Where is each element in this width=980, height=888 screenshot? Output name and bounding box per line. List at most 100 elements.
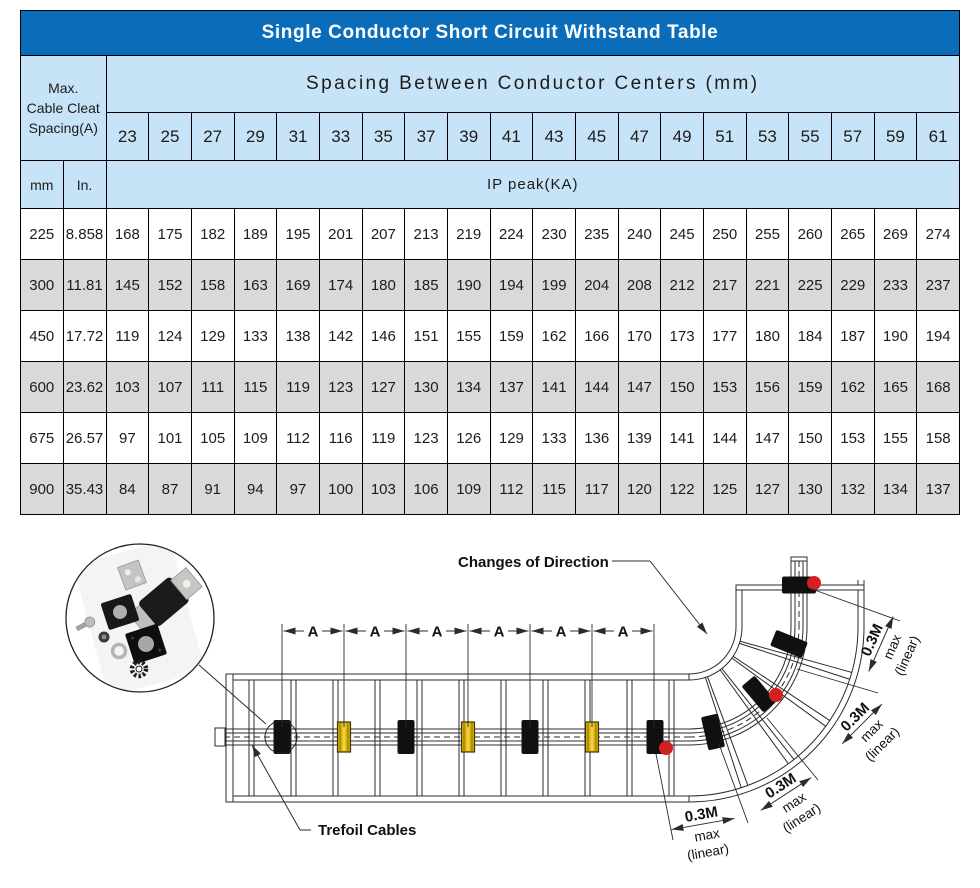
value-cell: 180 bbox=[361, 259, 406, 311]
spacing-header-cell: Spacing Between Conductor Centers (mm) bbox=[105, 55, 960, 113]
washer bbox=[110, 642, 128, 660]
value-cell: 165 bbox=[873, 361, 918, 413]
value-cell: 150 bbox=[788, 412, 832, 464]
dim-a-label: A bbox=[618, 624, 629, 641]
value-cell: 151 bbox=[404, 310, 448, 362]
value-cell: 221 bbox=[745, 259, 790, 311]
value-cell: 189 bbox=[233, 208, 278, 260]
value-cell: 111 bbox=[190, 361, 235, 413]
table-row: 225 8.858 168 175 182 189 195 201 207 213 219 224 23… bbox=[20, 208, 960, 260]
table-row: 600 23.62 103 107 111 115 119 123 127 130 134 137 14… bbox=[20, 361, 960, 413]
value-cell: 158 bbox=[190, 259, 235, 311]
dim-0-3m-linear: (linear) bbox=[686, 841, 730, 863]
col-header-cell: 31 bbox=[276, 112, 320, 161]
col-header-cell: 29 bbox=[233, 112, 278, 161]
extension-line bbox=[808, 587, 901, 622]
dim-a-label: A bbox=[308, 624, 319, 641]
value-cell: 255 bbox=[745, 208, 790, 260]
star-washer bbox=[129, 659, 149, 679]
value-cell: 274 bbox=[916, 208, 960, 260]
value-cell: 156 bbox=[745, 361, 790, 413]
value-cell: 103 bbox=[361, 463, 406, 515]
red-marker-dot bbox=[807, 576, 821, 590]
table-row: 900 35.43 84 87 91 94 97 100 103 106 109 112 115 117 1… bbox=[20, 463, 960, 515]
value-cell: 175 bbox=[148, 208, 192, 260]
value-cell: 201 bbox=[318, 208, 363, 260]
tray-rung bbox=[704, 677, 742, 788]
value-cell: 204 bbox=[574, 259, 619, 311]
value-cell: 129 bbox=[190, 310, 235, 362]
trefoil-cables-label: Trefoil Cables bbox=[251, 744, 416, 839]
table-row: 675 26.57 97 101 105 109 112 116 119 123 126 129 133… bbox=[20, 412, 960, 464]
row-mm-cell: 675 bbox=[20, 412, 64, 464]
cable-cleat-yellow bbox=[336, 721, 352, 753]
cleat-block-small bbox=[100, 594, 140, 630]
value-cell: 115 bbox=[532, 463, 576, 515]
value-cell: 269 bbox=[873, 208, 918, 260]
value-cell: 174 bbox=[318, 259, 363, 311]
row-in-cell: 23.62 bbox=[62, 361, 107, 413]
value-cell: 120 bbox=[617, 463, 662, 515]
value-cell: 101 bbox=[148, 412, 192, 464]
value-cell: 158 bbox=[916, 412, 960, 464]
row-in-cell: 17.72 bbox=[62, 310, 107, 362]
value-cell: 116 bbox=[318, 412, 363, 464]
value-cell: 250 bbox=[702, 208, 747, 260]
value-cell: 130 bbox=[788, 463, 832, 515]
cable-end-bracket bbox=[214, 727, 226, 747]
value-cell: 213 bbox=[404, 208, 448, 260]
value-cell: 235 bbox=[574, 208, 619, 260]
value-cell: 132 bbox=[830, 463, 875, 515]
red-marker-dot bbox=[659, 741, 673, 755]
col-header-cell: 59 bbox=[873, 112, 918, 161]
col-header-cell: 33 bbox=[318, 112, 363, 161]
cable-cleat-yellow bbox=[460, 721, 476, 753]
value-cell: 153 bbox=[830, 412, 875, 464]
value-cell: 144 bbox=[574, 361, 619, 413]
value-cell: 137 bbox=[489, 361, 534, 413]
cable-cleat-black bbox=[742, 676, 776, 712]
tray-rung bbox=[416, 679, 423, 797]
value-cell: 87 bbox=[148, 463, 192, 515]
col-header-cell: 49 bbox=[660, 112, 704, 161]
value-cell: 136 bbox=[574, 412, 619, 464]
value-cell: 169 bbox=[276, 259, 320, 311]
row-mm-cell: 450 bbox=[20, 310, 64, 362]
value-cell: 144 bbox=[702, 412, 747, 464]
value-cell: 133 bbox=[532, 412, 576, 464]
installation-diagram: A A A A A A Changes of Direction Trefoil Cables… bbox=[65, 543, 922, 863]
col-header-cell: 57 bbox=[830, 112, 875, 161]
col-header-cell: 45 bbox=[574, 112, 619, 161]
value-cell: 112 bbox=[489, 463, 534, 515]
tray-rung bbox=[500, 679, 507, 797]
col-header-cell: 27 bbox=[190, 112, 235, 161]
trefoil-cables-leader bbox=[251, 744, 301, 831]
value-cell: 152 bbox=[148, 259, 192, 311]
tray-rung bbox=[542, 679, 549, 797]
col-header-cell: 37 bbox=[404, 112, 448, 161]
cable-cleat-yellow bbox=[584, 721, 600, 753]
value-cell: 138 bbox=[276, 310, 320, 362]
value-cell: 147 bbox=[745, 412, 790, 464]
tray-rung bbox=[721, 668, 795, 760]
tray-rung bbox=[707, 676, 749, 786]
value-cell: 208 bbox=[617, 259, 662, 311]
extension-line bbox=[718, 743, 749, 824]
spacing-header-row: Max. Cable Cleat Spacing(A) Spacing Betwe… bbox=[20, 55, 960, 161]
value-cell: 133 bbox=[233, 310, 278, 362]
cable-cleat-black bbox=[397, 720, 415, 754]
value-cell: 117 bbox=[574, 463, 619, 515]
table-title: Single Conductor Short Circuit Withstand… bbox=[20, 10, 960, 56]
col-header-cell: 61 bbox=[916, 112, 960, 161]
value-cell: 125 bbox=[702, 463, 747, 515]
value-cell: 184 bbox=[788, 310, 832, 362]
row-mm-cell: 300 bbox=[20, 259, 64, 311]
col-header-cell: 47 bbox=[617, 112, 662, 161]
detail-photo-inset bbox=[65, 543, 298, 754]
value-cell: 199 bbox=[532, 259, 576, 311]
value-cell: 105 bbox=[190, 412, 235, 464]
